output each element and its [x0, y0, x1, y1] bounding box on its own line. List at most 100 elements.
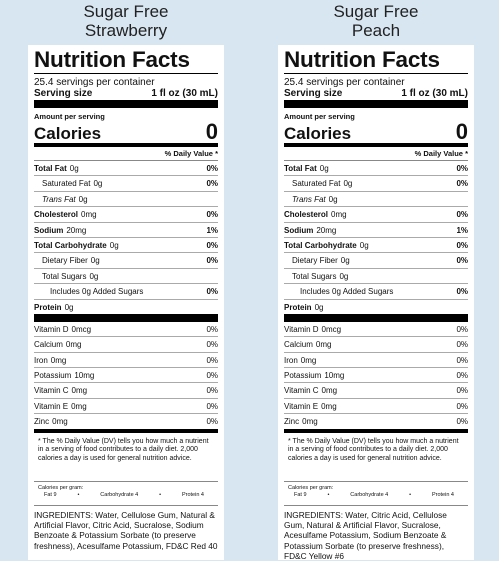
nutrient-amount: 0mcg: [321, 324, 342, 334]
nutrient-name: Trans Fat: [292, 194, 326, 204]
nutrient-amount: 0g: [93, 179, 103, 189]
heading: Nutrition Facts: [34, 45, 218, 74]
nutrient-row: Vitamin D 0mcg 0%: [34, 322, 218, 338]
nutrient-name: Total Carbohydrate: [284, 240, 357, 250]
calories-per-gram: Calories per gram: Fat 9 • Carbohydrate 4 • P…: [34, 482, 218, 506]
nutrient-dv: 0%: [206, 256, 218, 266]
dv-header: % Daily Value *: [284, 147, 468, 161]
nutrient-dv: 0%: [456, 371, 468, 381]
nutrient-row: Total Carbohydrate 0g 0%: [284, 238, 468, 254]
nutrient-row: Total Sugars 0g: [284, 269, 468, 285]
nutrient-name: Cholesterol: [284, 210, 329, 220]
nutrient-dv: 0%: [206, 164, 218, 173]
nutrient-row: Vitamin C 0mg 0%: [284, 383, 468, 399]
nutrient-name: Cholesterol: [34, 210, 79, 220]
nutrition-label: Nutrition Facts 25.4 servings per contain…: [28, 45, 224, 560]
calories: Calories 0: [284, 121, 468, 147]
nutrient-amount: 0g: [343, 179, 353, 189]
nutrient-name: Includes 0g Added Sugars: [300, 287, 394, 297]
product-name: Sugar Free Peach: [278, 2, 474, 40]
nutrient-amount: 20mg: [66, 225, 87, 235]
nutrient-name: Total Fat: [34, 164, 67, 173]
separator-dot: •: [409, 491, 412, 498]
nutrient-amount: 0g: [328, 194, 338, 204]
nutrient-amount: 0g: [64, 302, 74, 312]
nutrient-name: Calcium: [284, 340, 313, 350]
nutrient-row: Protein 0g: [34, 300, 218, 322]
nutrient-dv: 0%: [206, 371, 218, 381]
nutrient-row: Includes 0g Added Sugars 0%: [284, 284, 468, 300]
ingredients: INGREDIENTS: Water, Cellulose Gum, Natur…: [34, 509, 218, 551]
nutrient-amount: 0mg: [81, 210, 97, 220]
calories-value: 0: [455, 119, 468, 144]
nutrient-dv: 0%: [206, 355, 218, 365]
nutrient-amount: 0mg: [302, 417, 318, 427]
product-line: Strawberry: [84, 21, 168, 40]
nutrient-dv: 0%: [456, 355, 468, 365]
nutrient-amount: 0mg: [300, 355, 317, 365]
nutrient-name: Iron: [34, 355, 48, 365]
nutrient-name: Saturated Fat: [292, 179, 341, 189]
nutrient-amount: 20mg: [316, 225, 337, 235]
nutrient-row: Sodium 20mg 1%: [284, 223, 468, 238]
calories-per-gram-item: Carbohydrate 4: [350, 491, 389, 498]
amount-per-serving: Amount per serving: [34, 112, 105, 121]
ingredients: INGREDIENTS: Water, Citric Acid, Cellulo…: [284, 509, 447, 561]
nutrient-row: Zinc 0mg 0%: [284, 414, 468, 433]
nutrient-name: Vitamin E: [284, 401, 319, 411]
nutrient-amount: 0mg: [331, 210, 347, 220]
nutrient-name: Iron: [284, 355, 298, 365]
nutrient-dv: 0%: [206, 240, 218, 250]
nutrient-amount: 0g: [89, 271, 99, 281]
serving-size: Serving size 1 fl oz (30 mL): [34, 88, 218, 108]
nutrient-row: Trans Fat 0g: [34, 192, 218, 208]
nutrient-row: Sodium 20mg 1%: [34, 223, 218, 238]
nutrient-dv: 0%: [456, 210, 468, 220]
nutrient-row: Saturated Fat 0g 0%: [284, 176, 468, 192]
nutrient-amount: 0g: [339, 271, 349, 281]
nutrient-row: Includes 0g Added Sugars 0%: [34, 284, 218, 300]
calories-per-gram-item: Fat 9: [294, 491, 307, 498]
nutrient-amount: 0g: [319, 164, 329, 173]
separator-dot: •: [327, 491, 330, 498]
nutrient-row: Iron 0mg 0%: [34, 353, 218, 369]
nutrient-dv: 0%: [206, 401, 218, 411]
nutrient-row: Protein 0g: [284, 300, 468, 322]
nutrient-amount: 10mg: [324, 371, 345, 381]
footnote: * The % Daily Value (DV) tells you how m…: [34, 438, 218, 482]
separator-dot: •: [77, 491, 80, 498]
servings: 25.4 servings per container: [284, 77, 405, 88]
nutrient-dv: 0%: [206, 386, 218, 396]
serving-size-value: 1 fl oz (30 mL): [151, 88, 218, 99]
nutrient-dv: 0%: [456, 256, 468, 266]
nutrient-name: Total Fat: [284, 164, 317, 173]
nutrient-name: Saturated Fat: [42, 179, 91, 189]
nutrient-name: Dietary Fiber: [292, 256, 338, 266]
nutrient-name: Protein: [284, 302, 312, 312]
nutrient-amount: 0mg: [321, 401, 337, 411]
serving-size-label: Serving size: [284, 88, 343, 99]
nutrient-row: Cholesterol 0mg 0%: [284, 207, 468, 223]
footnote: * The % Daily Value (DV) tells you how m…: [284, 438, 468, 482]
product-line: Sugar Free: [333, 2, 419, 21]
product-name: Sugar Free Strawberry: [28, 2, 224, 40]
serving-size-label: Serving size: [34, 88, 93, 99]
nutrition-label: Nutrition Facts 25.4 servings per contain…: [278, 45, 474, 561]
calories-label: Calories: [284, 124, 352, 143]
nutrient-name: Sodium: [284, 225, 314, 235]
nutrient-dv: 1%: [206, 225, 218, 235]
nutrient-dv: 0%: [456, 340, 468, 350]
nutrient-dv: 0%: [456, 240, 468, 250]
nutrient-name: Potassium: [284, 371, 322, 381]
product-line: Peach: [351, 21, 401, 40]
amount-per-serving: Amount per serving: [284, 112, 355, 121]
nutrient-row: Total Sugars 0g: [34, 269, 218, 285]
heading: Nutrition Facts: [284, 45, 468, 74]
nutrient-dv: 0%: [456, 324, 468, 334]
nutrient-amount: 0g: [78, 194, 88, 204]
serving-size-value: 1 fl oz (30 mL): [401, 88, 468, 99]
nutrient-name: Vitamin D: [34, 324, 69, 334]
nutrient-row: Vitamin C 0mg 0%: [34, 383, 218, 399]
serving-size: Serving size 1 fl oz (30 mL): [284, 88, 468, 108]
calories-label: Calories: [34, 124, 102, 143]
